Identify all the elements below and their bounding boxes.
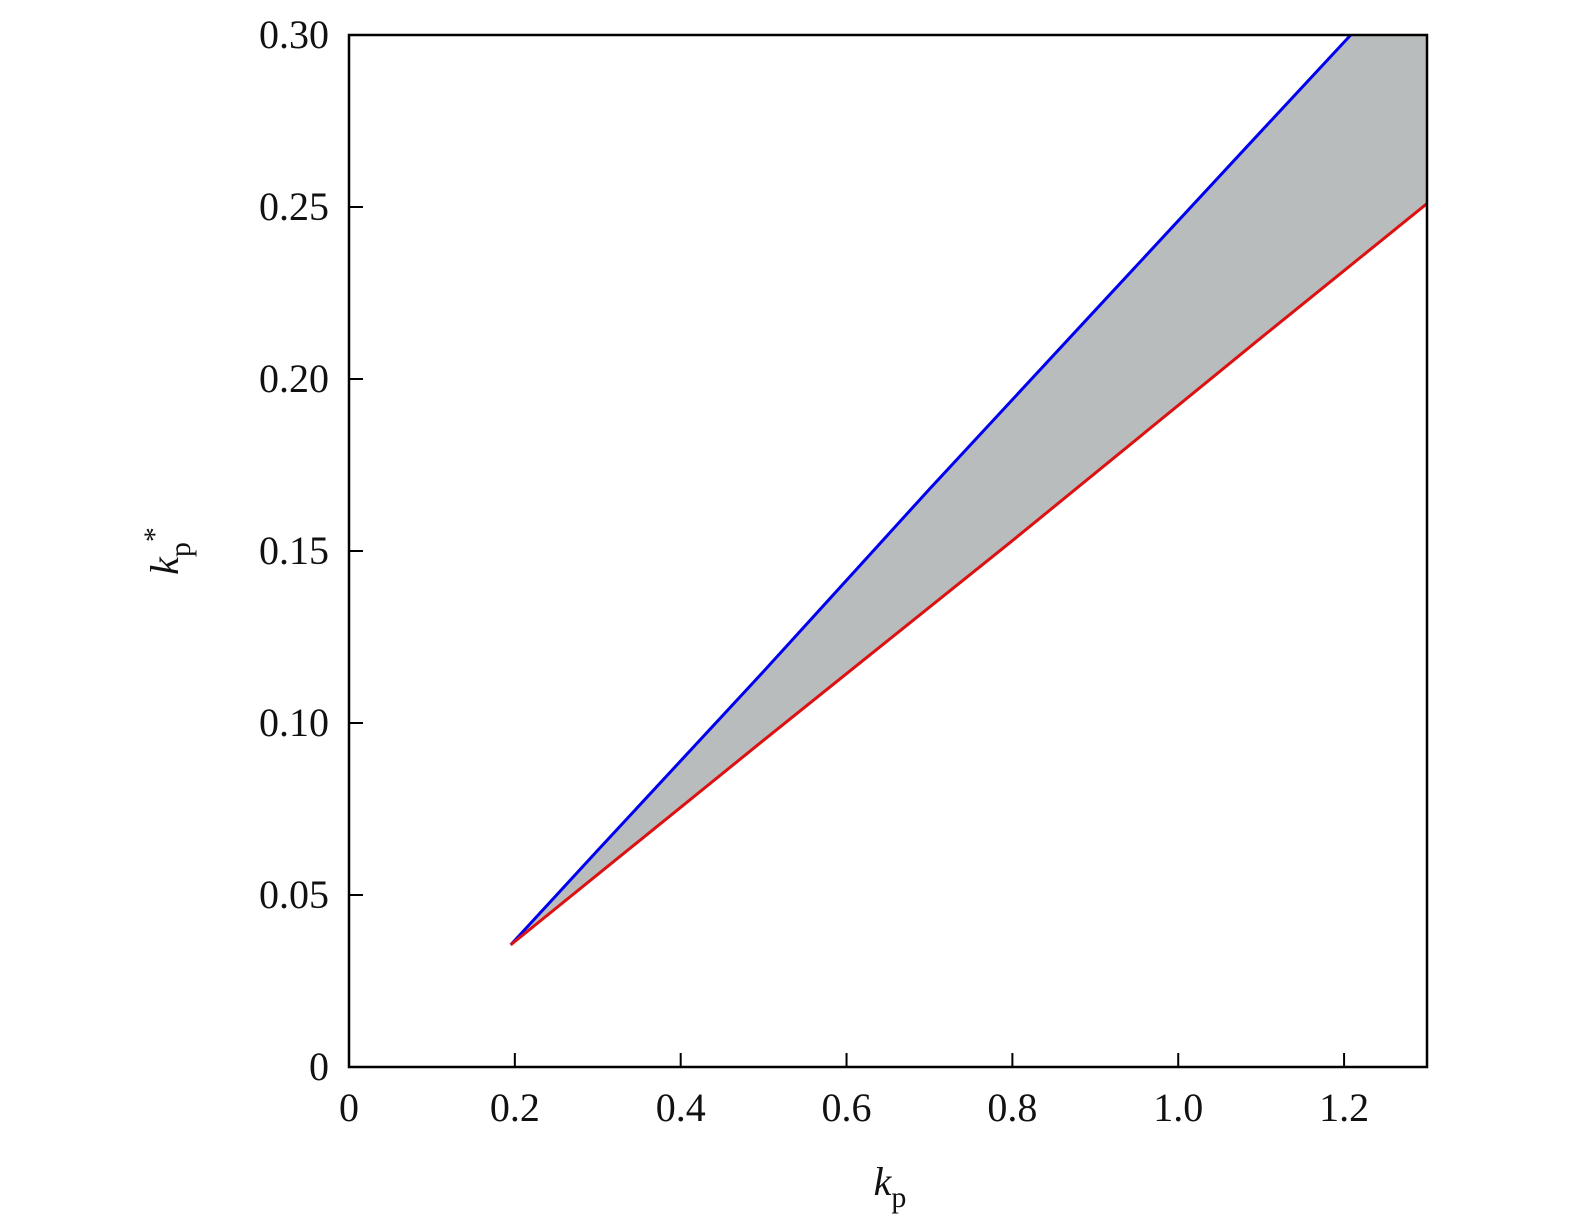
- x-tick-label: 0: [339, 1085, 359, 1130]
- y-tick-label: 0.20: [259, 356, 329, 401]
- line: [509, 33, 1352, 946]
- y-label-superscript: *: [138, 527, 171, 542]
- shaded-region: [510, 35, 1427, 945]
- x-label-symbol: k: [874, 1159, 893, 1204]
- y-tick-label: 0.30: [259, 12, 329, 57]
- x-tick-label: 1.0: [1153, 1085, 1203, 1130]
- y-label-subscript: p: [164, 542, 197, 557]
- x-tick-label: 1.2: [1319, 1085, 1369, 1130]
- line: [509, 202, 1428, 947]
- x-axis-label: kp: [874, 1159, 907, 1214]
- y-tick-label: 0.10: [259, 700, 329, 745]
- x-tick-label: 0.2: [490, 1085, 540, 1130]
- y-tick-label: 0.05: [259, 872, 329, 917]
- y-tick-label: 0.25: [259, 184, 329, 229]
- x-tick-label: 0.6: [822, 1085, 872, 1130]
- x-tick-label: 0.8: [987, 1085, 1037, 1130]
- y-label-symbol: k: [142, 556, 187, 575]
- y-tick-label: 0.15: [259, 528, 329, 573]
- y-axis-label: kp*: [138, 527, 197, 575]
- y-tick-label: 0: [309, 1044, 329, 1089]
- x-label-subscript: p: [891, 1181, 906, 1214]
- x-tick-label: 0.4: [656, 1085, 706, 1130]
